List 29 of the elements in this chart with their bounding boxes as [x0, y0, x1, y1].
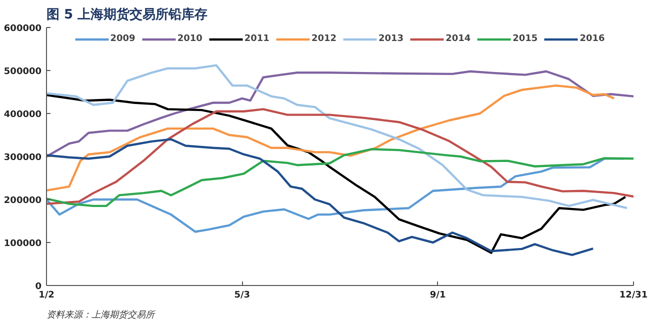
y-tick-label: 100000: [4, 239, 42, 249]
y-tick-label: 300000: [4, 153, 42, 163]
legend-label: 2015: [512, 34, 538, 44]
y-tick-label: 0: [35, 282, 42, 292]
y-tick-label: 600000: [4, 24, 42, 34]
legend-label: 2013: [378, 34, 404, 44]
line-series: [46, 148, 634, 208]
x-tick-label: 5/3: [234, 290, 250, 300]
legend-label: 2009: [110, 34, 136, 44]
y-tick-label: 400000: [4, 110, 42, 120]
line-series: [46, 64, 628, 210]
legend-label: 2011: [244, 34, 270, 44]
text: 资料来源：上海期货交易所: [46, 310, 156, 320]
legend-label: 2016: [580, 34, 605, 44]
line-series: [46, 70, 634, 158]
legend-label: 2010: [177, 34, 202, 44]
legend-label: 2014: [446, 34, 471, 44]
x-tick-label: 12/31: [619, 290, 648, 300]
x-tick-label: 9/1: [430, 290, 446, 300]
y-tick-label: 500000: [4, 67, 42, 77]
line-series: [46, 138, 594, 256]
line-series: [46, 108, 634, 205]
x-tick-label: 1/2: [38, 290, 54, 300]
line-series: [46, 94, 627, 254]
y-tick-label: 200000: [4, 196, 42, 206]
chart-title: 图 5 上海期货交易所铅库存: [46, 6, 208, 22]
line-series: [46, 84, 616, 192]
line-series: [46, 158, 625, 233]
legend-label: 2012: [311, 34, 336, 44]
